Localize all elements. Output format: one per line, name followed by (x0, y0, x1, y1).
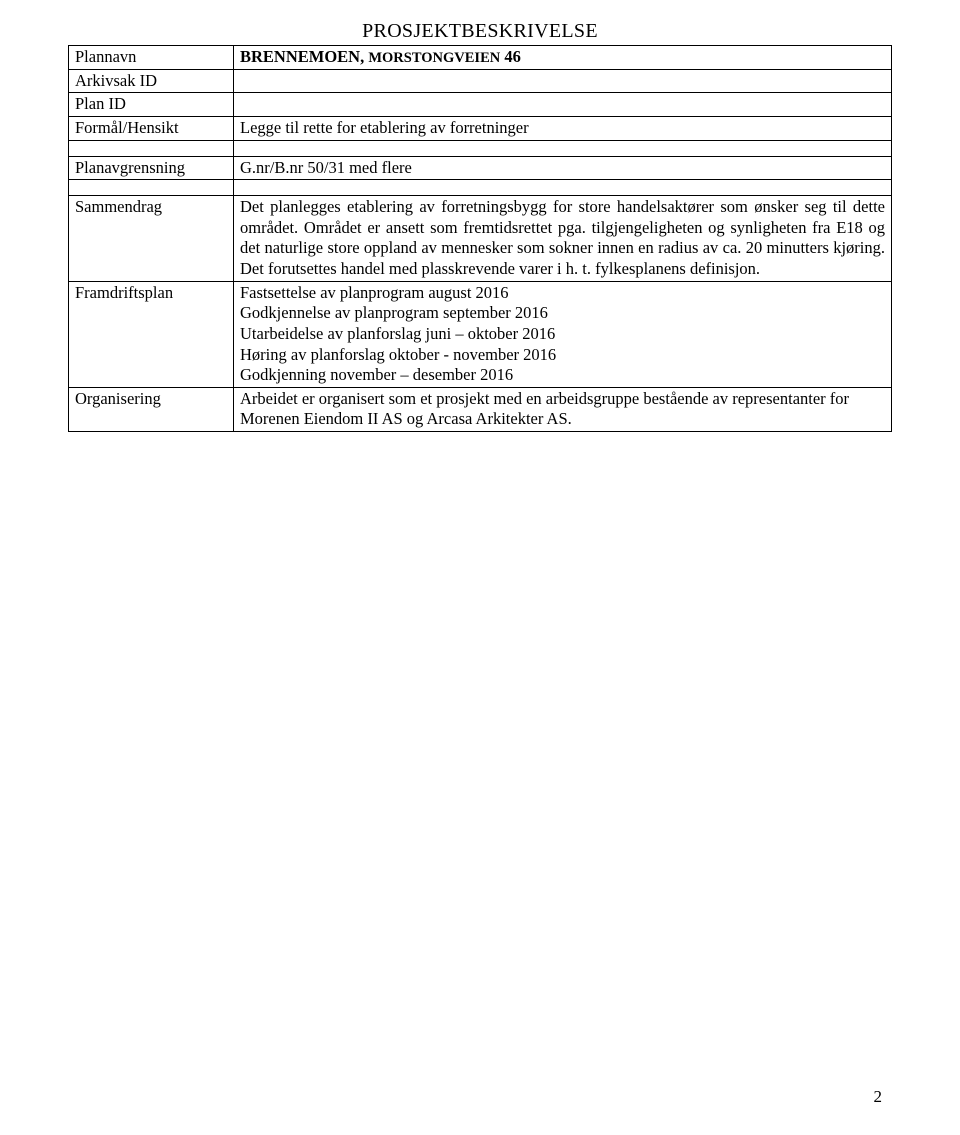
planid-value (234, 93, 892, 117)
planid-label: Plan ID (69, 93, 234, 117)
framdrift-line: Fastsettelse av planprogram august 2016 (240, 283, 885, 304)
planavgrensning-label: Planavgrensning (69, 156, 234, 180)
framdrift-line: Høring av planforslag oktober - november… (240, 345, 885, 366)
formal-value: Legge til rette for etablering av forret… (234, 116, 892, 140)
table-row-spacer (69, 180, 892, 196)
table-row: Plan ID (69, 93, 892, 117)
organisering-value: Arbeidet er organisert som et prosjekt m… (234, 387, 892, 431)
page: PROSJEKTBESKRIVELSE Plannavn BRENNEMOEN,… (0, 0, 960, 1135)
table-row: Plannavn BRENNEMOEN, MORSTONGVEIEN 46 (69, 46, 892, 70)
document-title: PROSJEKTBESKRIVELSE (68, 20, 892, 43)
table-row: Planavgrensning G.nr/B.nr 50/31 med fler… (69, 156, 892, 180)
framdrift-label: Framdriftsplan (69, 281, 234, 387)
organisering-label: Organisering (69, 387, 234, 431)
sammendrag-value: Det planlegges etablering av forretnings… (234, 196, 892, 282)
formal-label: Formål/Hensikt (69, 116, 234, 140)
table-row: Organisering Arbeidet er organisert som … (69, 387, 892, 431)
table-row: Arkivsak ID (69, 69, 892, 93)
page-number: 2 (874, 1087, 883, 1107)
plannavn-value: BRENNEMOEN, MORSTONGVEIEN 46 (234, 46, 892, 70)
framdrift-line: Godkjenning november – desember 2016 (240, 365, 885, 386)
plannavn-text-post: 46 (500, 47, 521, 66)
framdrift-value: Fastsettelse av planprogram august 2016 … (234, 281, 892, 387)
planavgrensning-value: G.nr/B.nr 50/31 med flere (234, 156, 892, 180)
sammendrag-label: Sammendrag (69, 196, 234, 282)
framdrift-line: Utarbeidelse av planforslag juni – oktob… (240, 324, 885, 345)
project-table: Plannavn BRENNEMOEN, MORSTONGVEIEN 46 Ar… (68, 45, 892, 432)
arkivsak-label: Arkivsak ID (69, 69, 234, 93)
arkivsak-value (234, 69, 892, 93)
plannavn-text-pre: BRENNEMOEN, (240, 47, 368, 66)
table-row: Framdriftsplan Fastsettelse av planprogr… (69, 281, 892, 387)
plannavn-label: Plannavn (69, 46, 234, 70)
framdrift-line: Godkjennelse av planprogram september 20… (240, 303, 885, 324)
table-row: Formål/Hensikt Legge til rette for etabl… (69, 116, 892, 140)
table-row-spacer (69, 140, 892, 156)
plannavn-text-caps: MORSTONGVEIEN (368, 50, 500, 66)
table-row: Sammendrag Det planlegges etablering av … (69, 196, 892, 282)
